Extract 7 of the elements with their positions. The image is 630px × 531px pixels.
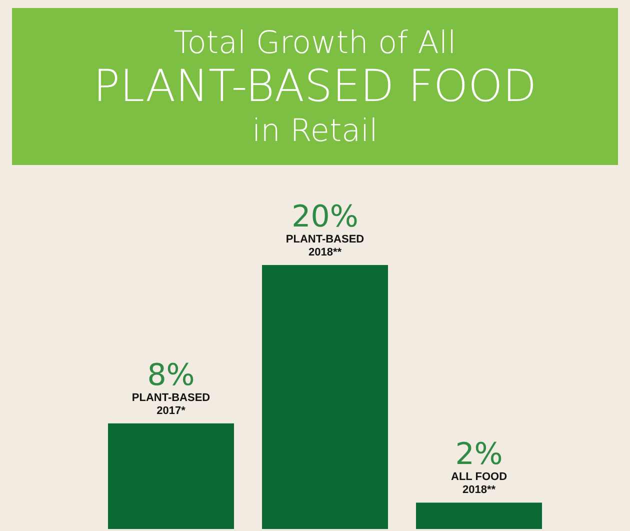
x-tick-label: PLANT-BASED 2017* [132,392,210,417]
x-tick-label: PLANT-BASED 2018** [286,234,364,258]
data-label: 20% [292,200,358,234]
data-label: 8% [147,358,195,393]
x-tick-label: ALL FOOD 2018** [450,471,508,496]
data-label: 2% [455,437,503,472]
chart-title: Total Growth of All PLANT-BASED FOOD in Retail [92,24,538,150]
